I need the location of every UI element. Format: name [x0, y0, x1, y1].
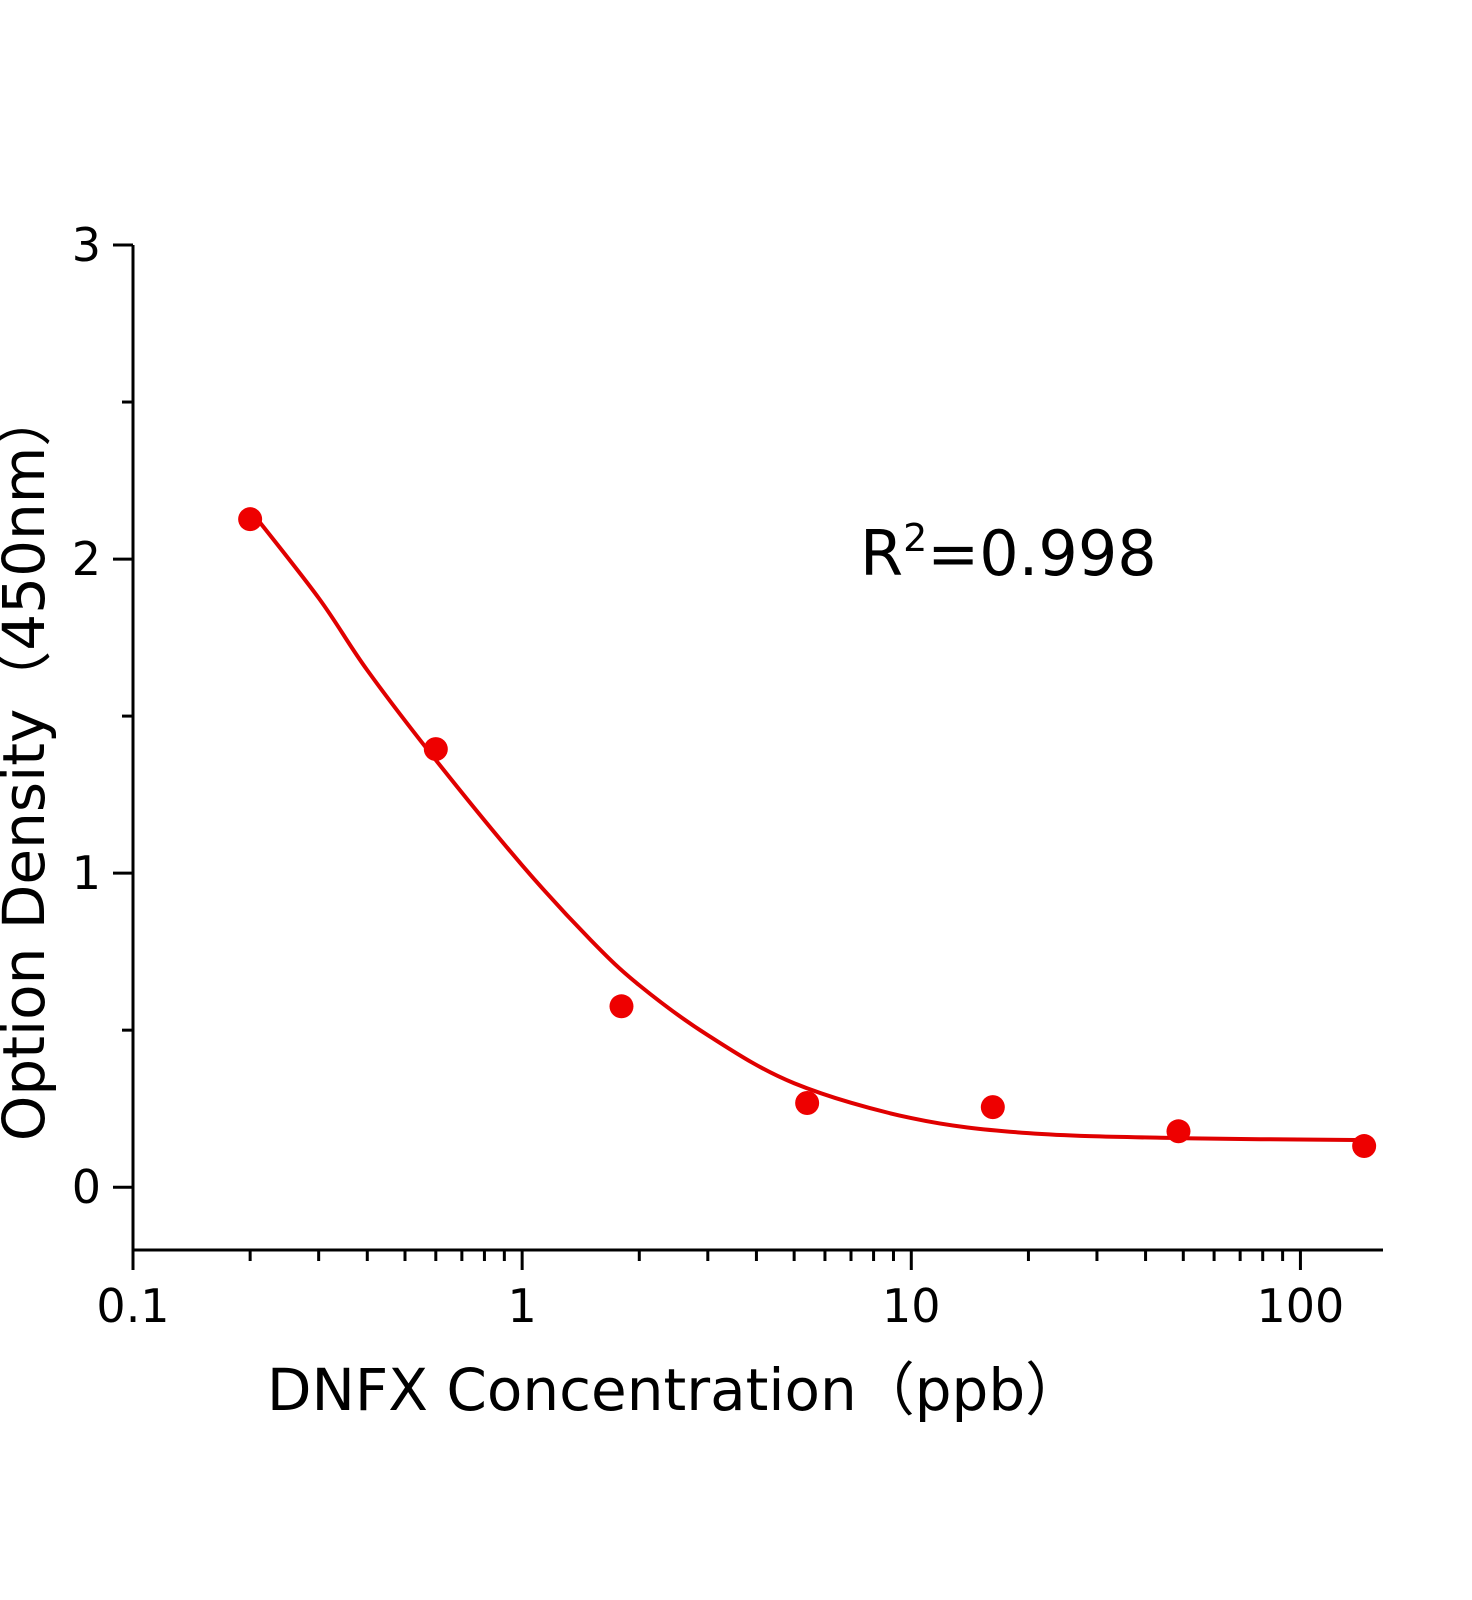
x-tick-label: 100 [1257, 1279, 1345, 1333]
x-tick-label: 1 [508, 1279, 537, 1333]
x-tick-label: 10 [882, 1279, 941, 1333]
data-point [238, 507, 263, 532]
y-tick-label: 3 [72, 218, 101, 272]
fit-curve [248, 508, 1369, 1143]
y-tick-label: 0 [72, 1160, 101, 1214]
annotation-base: R [860, 517, 903, 590]
data-point [1352, 1134, 1377, 1159]
y-tick-label: 1 [72, 846, 101, 900]
data-point [980, 1095, 1005, 1120]
annotation-rest: =0.998 [927, 517, 1156, 590]
data-point [795, 1091, 820, 1116]
x-tick-label: 0.1 [96, 1279, 169, 1333]
data-point [423, 737, 448, 762]
y-tick-label: 2 [72, 532, 101, 586]
annotation: R2=0.998 [860, 516, 1157, 590]
data-point [1166, 1119, 1191, 1144]
y-axis-title: Option Density（450nm） [0, 389, 58, 1141]
x-axis-title: DNFX Concentration（ppb） [267, 1356, 1083, 1424]
annotation-sup: 2 [903, 516, 927, 560]
data-point [609, 994, 634, 1019]
